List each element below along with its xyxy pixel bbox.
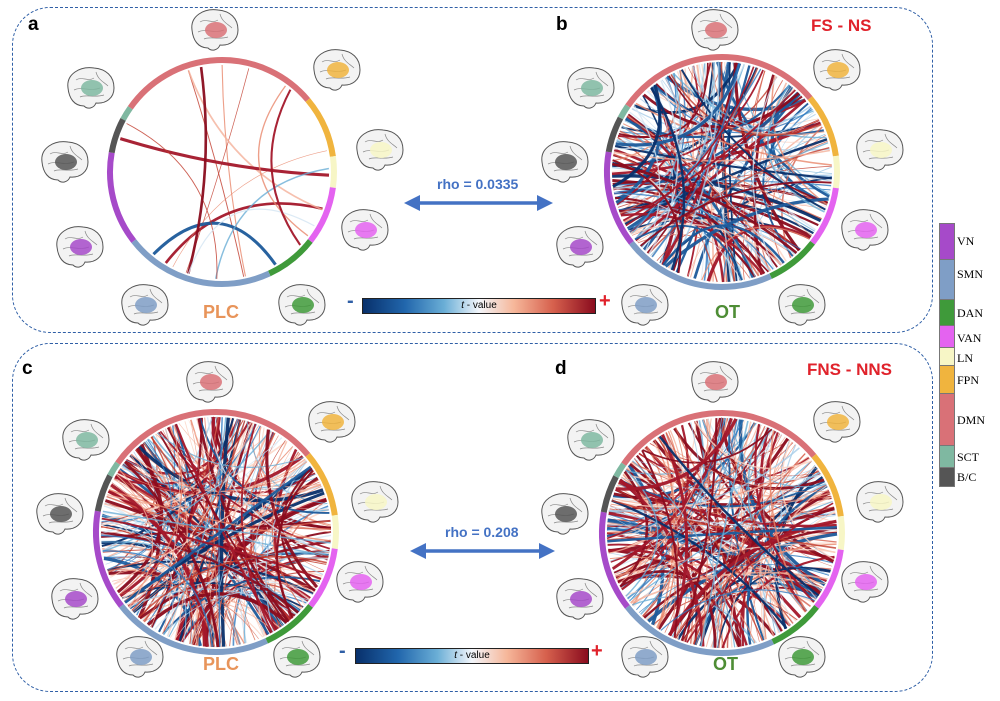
chord-diagram-b	[603, 54, 841, 290]
legend-swatch-fpn	[939, 365, 955, 395]
brain-thumbnail-smn	[121, 284, 169, 326]
legend-swatch-dan	[939, 299, 955, 327]
brain-thumbnail-d-dan	[778, 636, 826, 678]
brain-thumbnail-b-dan	[778, 284, 826, 326]
legend-label-sct: SCT	[957, 450, 980, 464]
colorbar-minus-bottom: -	[339, 640, 346, 662]
legend-label-ln: LN	[957, 351, 973, 365]
brain-thumbnail-b-van	[841, 209, 889, 251]
brain-thumbnail-c-smn	[116, 636, 164, 678]
rho-label-top: rho = 0.0335	[437, 176, 519, 192]
legend-label-dmn: DMN	[957, 413, 986, 427]
brain-thumbnail-c-dan	[273, 636, 321, 678]
brain-thumbnail-ln	[356, 129, 404, 171]
brain-thumbnail-bc	[41, 141, 89, 183]
colorbar-top: t - value	[362, 298, 596, 314]
group-label-ot-top: OT	[715, 302, 740, 322]
legend-swatch-smn	[939, 259, 955, 301]
network-ring-d	[599, 410, 845, 657]
legend-swatch-van	[939, 325, 955, 349]
network-ring-c	[93, 409, 339, 656]
brain-thumbnail-c-bc	[36, 493, 84, 535]
chord-links-b	[611, 61, 833, 283]
legend-swatch-bc	[939, 467, 955, 487]
colorbar-bottom: t - value	[355, 648, 589, 664]
legend-label-dan: DAN	[957, 306, 983, 320]
legend-label-vn: VN	[957, 234, 975, 248]
brain-thumbnail-b-smn	[621, 284, 669, 326]
colorbar-minus-top: -	[347, 290, 354, 312]
brain-thumbnail-d-bc	[541, 493, 589, 535]
brain-thumbnail-dmn	[191, 9, 239, 51]
panel-label-a: a	[28, 14, 39, 35]
brain-thumbnail-fpn	[313, 49, 361, 91]
brain-thumbnail-b-vn	[556, 226, 604, 268]
chord-diagram-a	[107, 57, 337, 288]
brain-thumbnail-c-sct	[62, 419, 110, 461]
brain-thumbnail-d-van	[841, 561, 889, 603]
rho-label-bottom: rho = 0.208	[445, 524, 519, 540]
brain-thumbnail-vn	[56, 226, 104, 268]
colorbar-label-top: t - value	[461, 300, 497, 311]
brain-thumbnail-b-fpn	[813, 49, 861, 91]
chord-diagram-d	[599, 410, 845, 657]
contrast-title-fs-ns: FS - NS	[811, 16, 872, 35]
colorbar-label-bottom: t - value	[454, 650, 490, 661]
legend-swatch-sct	[939, 445, 955, 469]
network-ring-b	[603, 54, 841, 290]
legend-label-smn: SMN	[957, 267, 984, 281]
chord-links-d	[606, 417, 838, 649]
brain-thumbnail-b-dmn	[691, 9, 739, 51]
legend-swatch-dmn	[939, 393, 955, 447]
brain-thumbnail-b-sct	[567, 67, 615, 109]
chord-diagram-c	[93, 409, 339, 656]
brain-thumbnail-d-fpn	[813, 401, 861, 443]
rho-arrow-top	[404, 195, 553, 211]
brain-thumbnail-d-smn	[621, 636, 669, 678]
colorbar-plus-top: +	[599, 290, 611, 312]
legend-swatch-vn	[939, 223, 955, 261]
brain-thumbnail-c-vn	[51, 578, 99, 620]
rho-arrow-bottom	[410, 543, 555, 559]
colorbar-plus-bottom: +	[591, 640, 603, 662]
legend-swatch-ln	[939, 347, 955, 367]
brain-thumbnail-sct	[67, 67, 115, 109]
legend-label-fpn: FPN	[957, 373, 980, 387]
brain-thumbnail-c-fpn	[308, 401, 356, 443]
legend-label-van: VAN	[957, 331, 982, 345]
network-ring-a	[107, 57, 337, 288]
brain-thumbnail-c-ln	[351, 481, 399, 523]
panel-label-b: b	[556, 14, 568, 35]
brain-thumbnail-c-dmn	[186, 361, 234, 403]
top-panel-frame	[12, 7, 933, 333]
bottom-panel-frame	[12, 343, 933, 692]
chord-links-a	[119, 64, 330, 279]
chord-links-c	[100, 416, 332, 648]
brain-thumbnail-b-bc	[541, 141, 589, 183]
group-label-plc-bottom: PLC	[203, 654, 239, 674]
panel-label-c: c	[22, 358, 33, 379]
brain-thumbnail-d-vn	[556, 578, 604, 620]
brain-thumbnail-c-van	[336, 561, 384, 603]
legend-label-bc: B/C	[957, 470, 977, 484]
brain-thumbnail-b-ln	[856, 129, 904, 171]
brain-thumbnail-d-sct	[567, 419, 615, 461]
brain-thumbnail-d-dmn	[691, 361, 739, 403]
group-label-plc-top: PLC	[203, 302, 239, 322]
brain-thumbnail-van	[341, 209, 389, 251]
panel-label-d: d	[555, 358, 567, 379]
group-label-ot-bottom: OT	[713, 654, 738, 674]
contrast-title-fns-nns: FNS - NNS	[807, 360, 892, 379]
brain-thumbnail-d-ln	[856, 481, 904, 523]
brain-thumbnail-dan	[278, 284, 326, 326]
